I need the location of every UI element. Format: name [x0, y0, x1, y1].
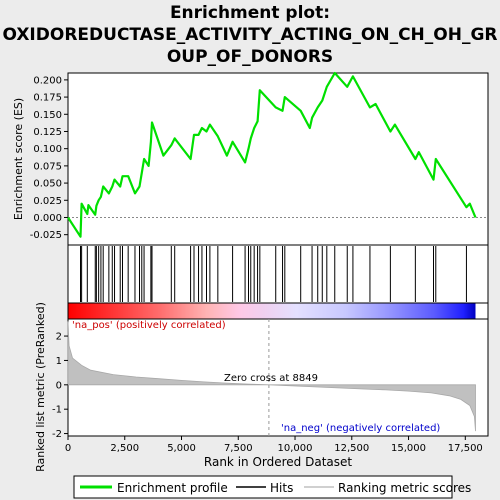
metric-y-tick-label: 2	[56, 332, 62, 343]
x-tick-label: 17,500	[448, 443, 483, 454]
x-tick-label: 2,500	[110, 443, 139, 454]
metric-y-tick-label: -2	[52, 429, 62, 440]
x-tick-label: 0	[65, 443, 71, 454]
rank-color-gradient	[68, 303, 476, 319]
hits-rug	[79, 246, 467, 302]
es-y-tick-label: 0.150	[33, 110, 62, 121]
x-axis: 0 2,500 5,000 7,500 10,000 12,500 15,000 17,500	[65, 436, 483, 454]
es-y-axis: 0.200 0.175 0.150 0.125 0.100 0.075 0.050 0.025…	[30, 75, 68, 241]
es-y-tick-label: 0.175	[33, 93, 62, 104]
x-tick-label: 10,000	[278, 443, 313, 454]
chart-title: Enrichment plot:OXIDOREDUCTASE_ACTIVITY_…	[2, 3, 497, 67]
metric-y-axis: 2 1 0 -1 -2	[52, 332, 68, 440]
legend-hits-label: Hits	[270, 481, 293, 495]
x-tick-label: 15,000	[391, 443, 426, 454]
zero-cross-label: Zero cross at 8849	[224, 373, 318, 384]
metric-y-axis-label: Ranked list metric (PreRanked)	[34, 302, 47, 472]
metric-y-tick-label: 0	[56, 380, 62, 391]
x-tick-label: 5,000	[167, 443, 196, 454]
positive-correlation-label: 'na_pos' (positively correlated)	[72, 320, 226, 331]
x-tick-label: 12,500	[334, 443, 369, 454]
legend-profile-label: Enrichment profile	[117, 481, 228, 495]
es-y-axis-label: Enrichment score (ES)	[12, 98, 25, 220]
title-line: Enrichment plot:	[170, 3, 330, 23]
legend-metric-label: Ranking metric scores	[338, 481, 471, 495]
es-y-tick-label: 0.200	[33, 75, 62, 86]
title-line: OXIDOREDUCTASE_ACTIVITY_ACTING_ON_CH_OH_…	[2, 25, 497, 45]
hits-panel-frame	[67, 244, 489, 304]
enrichment-profile-path	[67, 71, 477, 238]
metric-y-tick-label: -1	[52, 405, 62, 416]
es-y-tick-label: 0.025	[33, 196, 62, 207]
es-y-tick-label: 0.125	[33, 127, 62, 138]
es-y-tick-label: -0.025	[30, 230, 62, 241]
title-line: OUP_OF_DONORS	[167, 47, 333, 67]
negative-correlation-label: 'na_neg' (negatively correlated)	[281, 423, 440, 434]
es-panel-frame	[67, 72, 489, 246]
es-y-tick-label: 0.000	[33, 213, 62, 224]
metric-y-tick-label: 1	[56, 356, 62, 367]
es-y-tick-label: 0.100	[33, 144, 62, 155]
x-axis-label: Rank in Ordered Dataset	[204, 455, 352, 469]
es-y-tick-label: 0.050	[33, 179, 62, 190]
enrichment-profile-line	[67, 71, 477, 238]
es-y-tick-label: 0.075	[33, 161, 62, 172]
x-tick-label: 7,500	[224, 443, 253, 454]
legend: Enrichment profile Hits Ranking metric s…	[73, 475, 471, 499]
ranking-metric-fill	[67, 321, 476, 432]
ranking-metric-area	[67, 319, 476, 436]
